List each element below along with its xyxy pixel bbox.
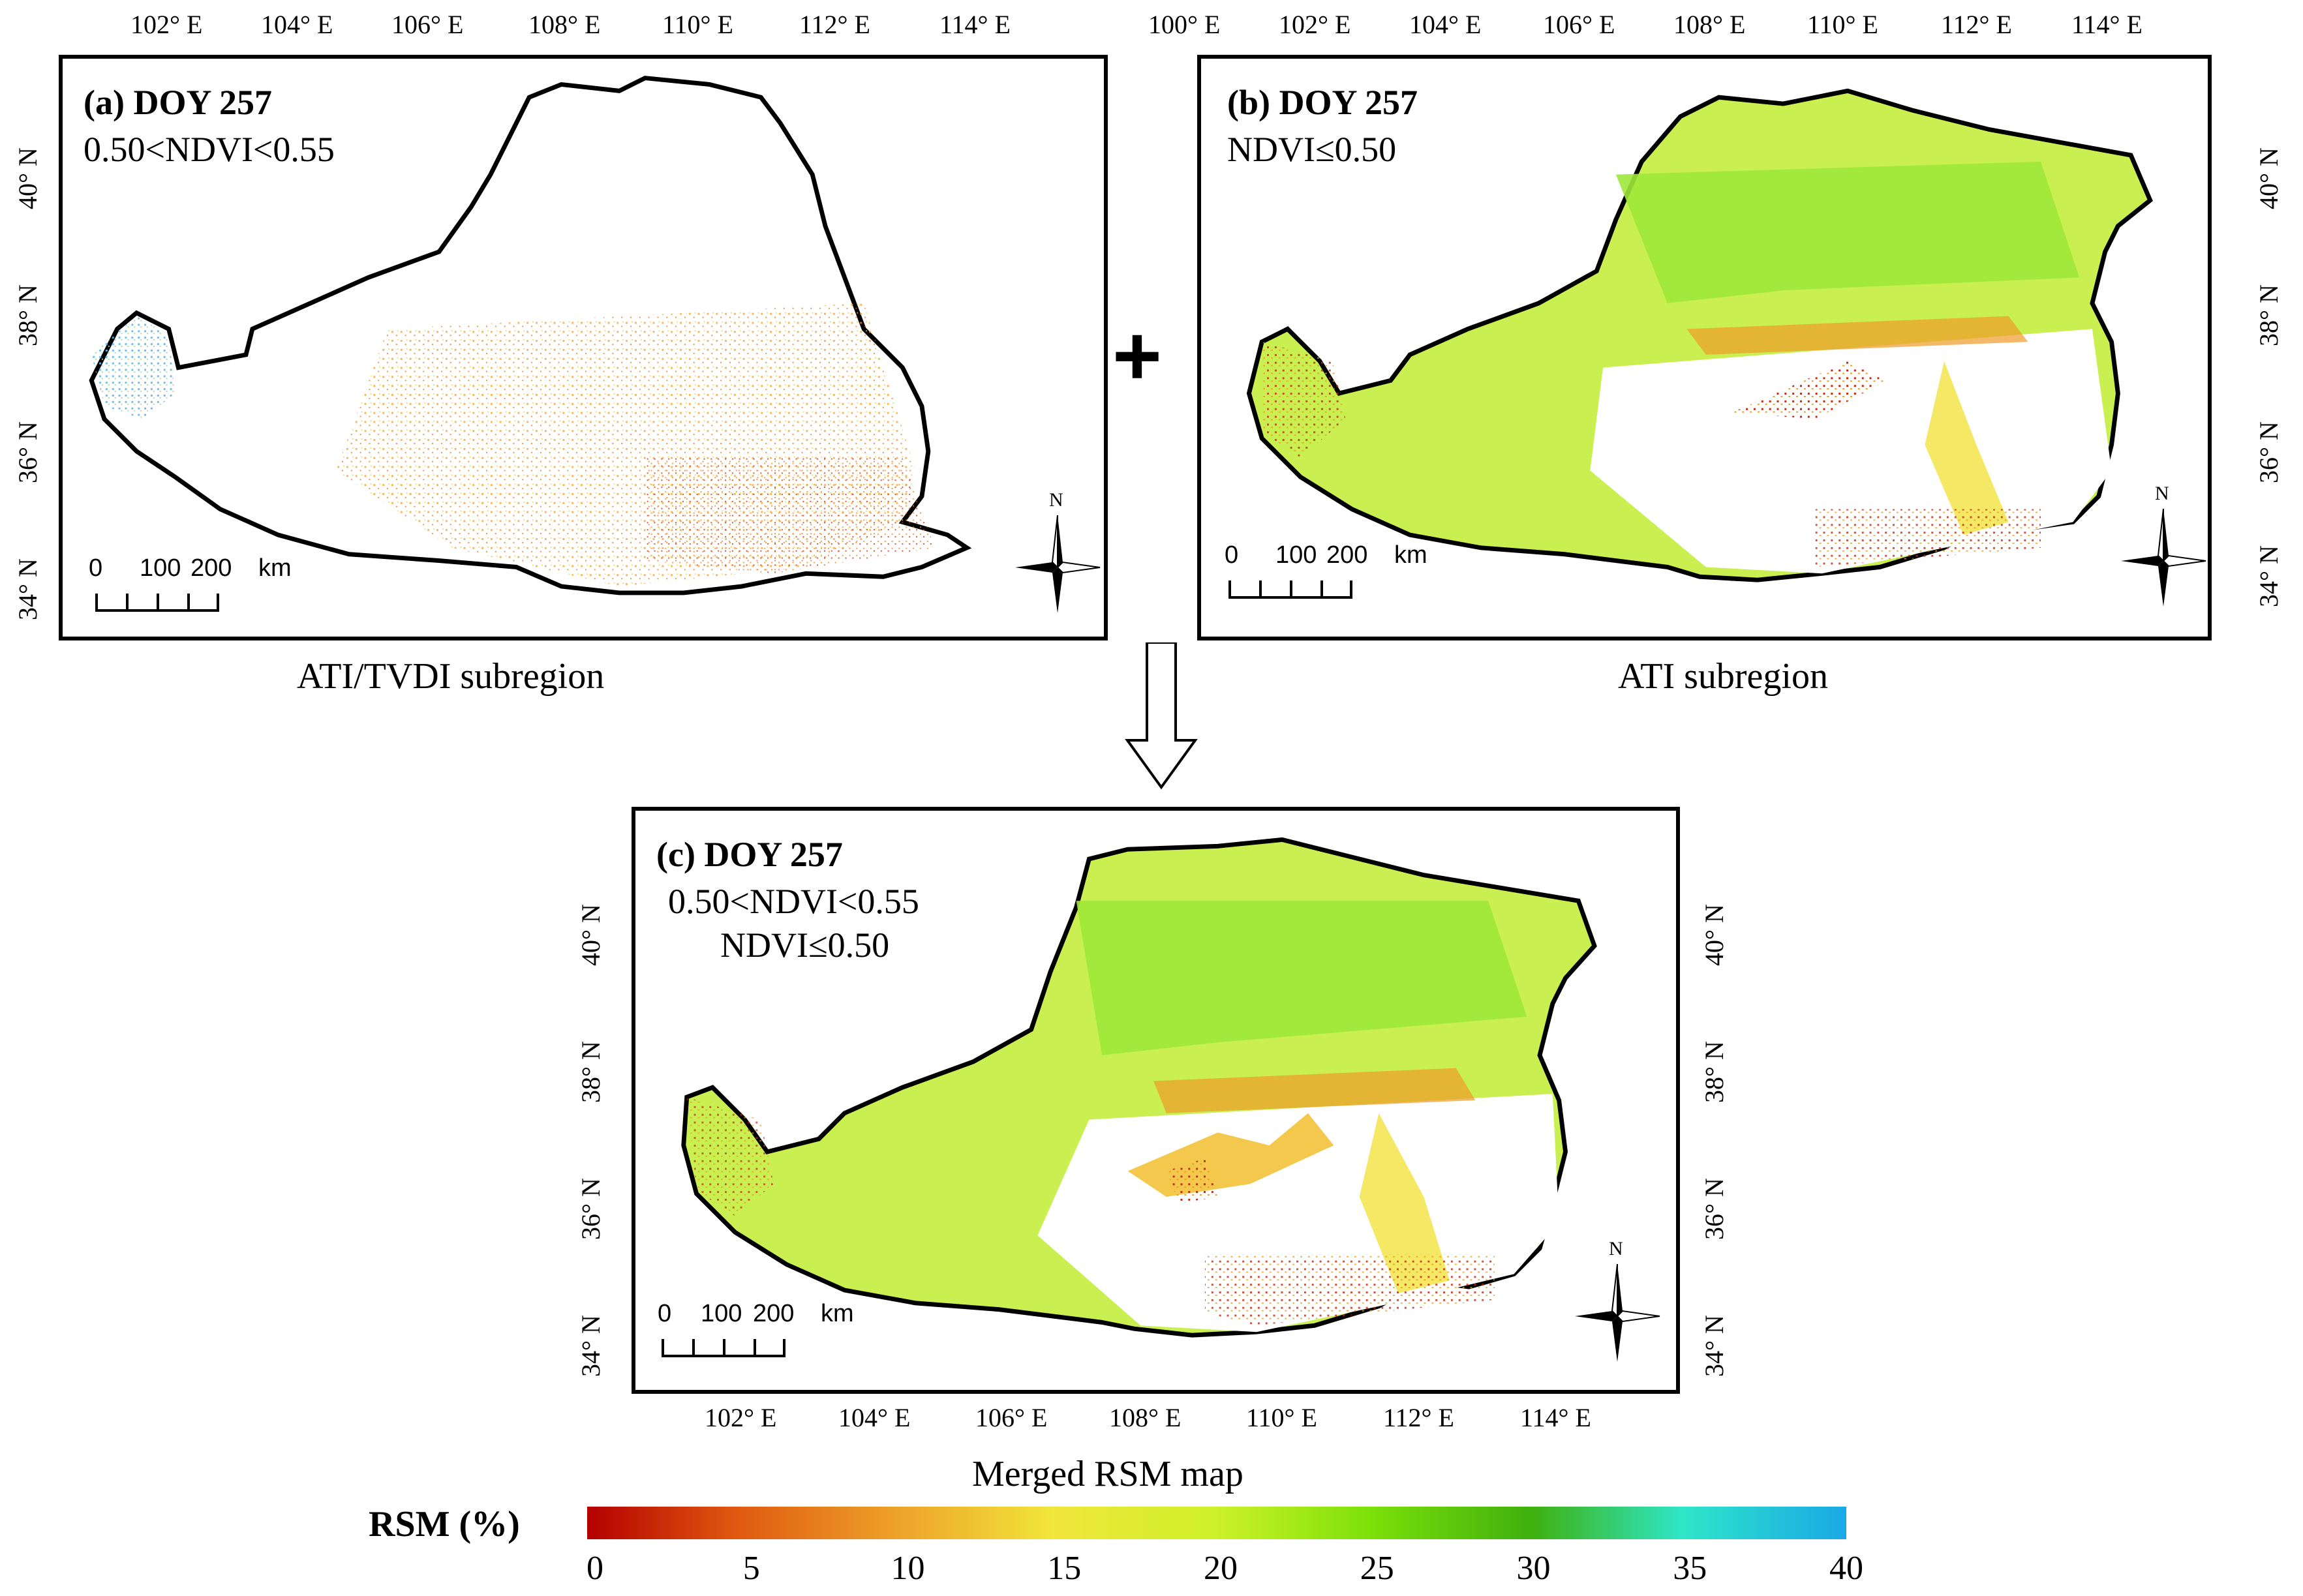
scale-label-mid: 100 [140, 554, 181, 582]
compass-icon [1575, 1263, 1660, 1362]
lat-tick-b-1: 38° N [2253, 284, 2283, 346]
north-label: N [1049, 489, 1063, 511]
lon-tick-a-5: 112° E [799, 10, 870, 39]
panel-c-subtitle-1: 0.50<NDVI<0.55 [668, 882, 919, 921]
lat-tick-b-3: 34° N [2253, 545, 2283, 607]
lat-tick-b-0: 40° N [2253, 147, 2283, 209]
panel-b-subtitle: NDVI≤0.50 [1227, 130, 1397, 169]
lon-tick-c-4: 110° E [1246, 1403, 1317, 1432]
lon-tick-c-0: 102° E [705, 1403, 777, 1432]
lon-tick-c-5: 112° E [1383, 1403, 1454, 1432]
scale-label-zero: 0 [1225, 541, 1239, 569]
lon-tick-b-6: 112° E [1941, 10, 2012, 39]
lon-tick-b-4: 108° E [1673, 10, 1746, 39]
scale-label-end: 200 [753, 1300, 795, 1327]
lat-tick-b-2: 36° N [2253, 421, 2283, 483]
lat-tick-a-1: 38° N [12, 284, 42, 346]
lat-tick-c-right-0: 40° N [1699, 904, 1729, 966]
scale-bar [1228, 580, 1352, 599]
map-a [89, 76, 972, 595]
lon-tick-a-0: 102° E [130, 10, 203, 39]
lon-tick-b-1: 102° E [1279, 10, 1351, 39]
caption-b: ATI subregion [1618, 656, 1828, 697]
legend-tick-label: 25 [1360, 1550, 1394, 1587]
north-label: N [1609, 1238, 1623, 1259]
legend-tick-label: 35 [1673, 1550, 1707, 1587]
panel-c-title: (c) DOY 257 [656, 835, 843, 874]
map-b [1246, 88, 2153, 582]
north-arrow: N [1568, 1238, 1666, 1362]
legend-tick-label: 30 [1516, 1550, 1551, 1587]
lat-tick-c-left-0: 40° N [575, 904, 605, 966]
scale-label-unit: km [821, 1300, 854, 1327]
compass-icon [1015, 515, 1101, 613]
legend-tick-label: 10 [891, 1550, 925, 1587]
legend-tick-label: 40 [1829, 1550, 1863, 1587]
lon-tick-a-6: 114° E [939, 10, 1011, 39]
legend-tick-label: 15 [1047, 1550, 1082, 1587]
lon-tick-c-1: 104° E [838, 1403, 911, 1432]
lat-tick-c-right-1: 38° N [1699, 1041, 1729, 1103]
scale-bar [662, 1339, 785, 1357]
panel-b-title: (b) DOY 257 [1227, 83, 1418, 122]
scale-label-unit: km [258, 554, 292, 582]
lon-tick-b-0: 100° E [1148, 10, 1221, 39]
scale-label-end: 200 [191, 554, 232, 582]
north-arrow: N [2114, 483, 2208, 607]
lat-tick-a-0: 40° N [12, 147, 42, 209]
scale-label-mid: 100 [1275, 541, 1317, 569]
legend-tick-label: 20 [1204, 1550, 1238, 1587]
plus-operator: + [1112, 308, 1162, 403]
panel-b: (b) DOY 257 NDVI≤0.50 0 100 200 km N [1197, 55, 2212, 640]
scale-label-end: 200 [1326, 541, 1368, 569]
lat-tick-c-left-3: 34° N [575, 1315, 605, 1377]
panel-a-subtitle: 0.50<NDVI<0.55 [84, 130, 335, 169]
north-label: N [2155, 483, 2169, 504]
scale-label-mid: 100 [701, 1300, 742, 1327]
lat-tick-a-2: 36° N [12, 421, 42, 483]
scale-label-zero: 0 [89, 554, 103, 582]
scale-label-unit: km [1394, 541, 1427, 569]
lat-tick-c-right-2: 36° N [1699, 1178, 1729, 1240]
lon-tick-b-7: 114° E [2071, 10, 2143, 39]
lat-tick-a-3: 34° N [12, 558, 42, 620]
lat-tick-c-left-1: 38° N [575, 1041, 605, 1103]
down-arrow-icon [1125, 642, 1198, 790]
panel-c: (c) DOY 257 0.50<NDVI<0.55 NDVI≤0.50 0 1… [632, 807, 1680, 1394]
caption-c: Merged RSM map [972, 1454, 1243, 1494]
lat-tick-c-left-2: 36° N [575, 1178, 605, 1240]
lon-tick-a-4: 110° E [662, 10, 733, 39]
lat-tick-c-right-3: 34° N [1699, 1315, 1729, 1377]
panel-a-title: (a) DOY 257 [84, 83, 272, 122]
legend-tick-label: 5 [742, 1550, 760, 1587]
scale-bar [95, 594, 219, 612]
compass-icon [2121, 508, 2206, 607]
panel-c-subtitle-2: NDVI≤0.50 [720, 926, 890, 965]
scale-label-zero: 0 [658, 1300, 672, 1327]
lon-tick-c-3: 108° E [1109, 1403, 1182, 1432]
lon-tick-a-1: 104° E [261, 10, 333, 39]
north-arrow: N [1009, 489, 1104, 613]
lon-tick-c-6: 114° E [1520, 1403, 1591, 1432]
caption-a: ATI/TVDI subregion [297, 656, 605, 697]
lon-tick-a-3: 108° E [528, 10, 601, 39]
legend-title: RSM (%) [369, 1504, 520, 1544]
legend-tick-label: 0 [587, 1550, 603, 1587]
panel-a: (a) DOY 257 0.50<NDVI<0.55 0 100 200 km … [59, 55, 1108, 640]
lon-tick-b-2: 104° E [1409, 10, 1482, 39]
lon-tick-b-5: 110° E [1807, 10, 1878, 39]
lon-tick-a-2: 106° E [391, 10, 464, 39]
lon-tick-b-3: 106° E [1543, 10, 1615, 39]
map-c [681, 837, 1597, 1338]
legend-colorbar [587, 1507, 1846, 1539]
lon-tick-c-2: 106° E [975, 1403, 1048, 1432]
